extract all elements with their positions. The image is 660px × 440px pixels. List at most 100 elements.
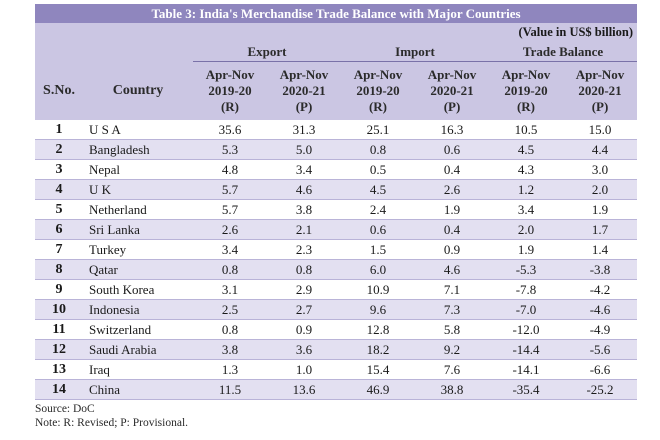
row-country: Turkey xyxy=(83,239,193,260)
cell-import-2019-20: 0.6 xyxy=(341,219,415,240)
row-country: Nepal xyxy=(83,159,193,180)
cell-export-2020-21: 4.6 xyxy=(267,179,341,200)
row-country: Indonesia xyxy=(83,299,193,320)
cell-balance-2020-21: -6.6 xyxy=(563,359,638,380)
cell-balance-2020-21: 1.9 xyxy=(563,199,638,220)
table-row: 12 Saudi Arabia 3.8 3.6 18.2 9.2 -14.4 -5.6 xyxy=(35,339,638,360)
table-row: 3 Nepal 4.8 3.4 0.5 0.4 4.3 3.0 xyxy=(35,159,638,180)
cell-import-2019-20: 46.9 xyxy=(341,379,415,400)
column-header-line: Apr-Nov xyxy=(279,67,329,82)
row-sno: 3 xyxy=(35,159,83,180)
row-sno: 6 xyxy=(35,219,83,240)
cell-import-2020-21: 9.2 xyxy=(415,339,489,360)
row-country: Iraq xyxy=(83,359,193,380)
cell-balance-2020-21: 4.4 xyxy=(563,139,638,160)
column-header-line: (P) xyxy=(295,99,313,114)
row-country: Saudi Arabia xyxy=(83,339,193,360)
column-header-sno: S.No. xyxy=(35,61,83,120)
row-country: China xyxy=(83,379,193,400)
group-header-trade-balance: Trade Balance xyxy=(489,42,638,62)
group-header-blank xyxy=(35,42,83,62)
group-header-import: Import xyxy=(341,42,489,62)
row-sno: 9 xyxy=(35,279,83,300)
units-row: (Value in US$ billion) xyxy=(35,23,638,42)
column-header-line: 2020-21 xyxy=(578,83,622,98)
legend-note: Note: R: Revised; P: Provisional. xyxy=(35,417,189,429)
cell-import-2020-21: 0.9 xyxy=(415,239,489,260)
cell-export-2020-21: 0.9 xyxy=(267,319,341,340)
row-sno: 7 xyxy=(35,239,83,260)
cell-export-2020-21: 3.6 xyxy=(267,339,341,360)
table-row: 8 Qatar 0.8 0.8 6.0 4.6 -5.3 -3.8 xyxy=(35,259,638,280)
cell-export-2019-20: 2.5 xyxy=(193,299,267,320)
table-row: 11 Switzerland 0.8 0.9 12.8 5.8 -12.0 -4.9 xyxy=(35,319,638,340)
cell-export-2020-21: 3.8 xyxy=(267,199,341,220)
row-country: Sri Lanka xyxy=(83,219,193,240)
cell-export-2019-20: 2.6 xyxy=(193,219,267,240)
cell-balance-2020-21: 3.0 xyxy=(563,159,638,180)
cell-export-2020-21: 2.7 xyxy=(267,299,341,320)
column-header-export-2020-21: Apr-Nov 2020-21 (P) xyxy=(267,61,341,120)
cell-import-2020-21: 0.4 xyxy=(415,159,489,180)
cell-balance-2020-21: -4.2 xyxy=(563,279,638,300)
cell-import-2019-20: 10.9 xyxy=(341,279,415,300)
column-header-line: Apr-Nov xyxy=(205,67,255,82)
cell-import-2019-20: 0.5 xyxy=(341,159,415,180)
trade-table-container: Table 3: India's Merchandise Trade Balan… xyxy=(35,4,638,400)
cell-export-2020-21: 3.4 xyxy=(267,159,341,180)
cell-export-2019-20: 3.1 xyxy=(193,279,267,300)
column-header-line: (R) xyxy=(220,99,240,114)
row-sno: 8 xyxy=(35,259,83,280)
units-label: (Value in US$ billion) xyxy=(35,23,638,42)
cell-balance-2020-21: 1.7 xyxy=(563,219,638,240)
cell-balance-2020-21: -25.2 xyxy=(563,379,638,400)
cell-export-2019-20: 0.8 xyxy=(193,259,267,280)
cell-balance-2019-20: 10.5 xyxy=(489,120,563,140)
cell-balance-2019-20: -5.3 xyxy=(489,259,563,280)
cell-import-2019-20: 1.5 xyxy=(341,239,415,260)
table-notes: Source: DoC Note: R: Revised; P: Provisi… xyxy=(35,402,188,430)
table-row: 6 Sri Lanka 2.6 2.1 0.6 0.4 2.0 1.7 xyxy=(35,219,638,240)
row-sno: 1 xyxy=(35,120,83,140)
column-header-balance-2020-21: Apr-Nov 2020-21 (P) xyxy=(563,61,638,120)
column-header-balance-2019-20: Apr-Nov 2019-20 (R) xyxy=(489,61,563,120)
cell-export-2019-20: 4.8 xyxy=(193,159,267,180)
group-header-export: Export xyxy=(193,42,341,62)
column-header-export-2019-20: Apr-Nov 2019-20 (R) xyxy=(193,61,267,120)
cell-import-2020-21: 5.8 xyxy=(415,319,489,340)
trade-balance-table: (Value in US$ billion) Export Import Tra… xyxy=(35,23,638,400)
cell-import-2020-21: 2.6 xyxy=(415,179,489,200)
cell-balance-2020-21: -3.8 xyxy=(563,259,638,280)
row-country: Netherland xyxy=(83,199,193,220)
table-row: 14 China 11.5 13.6 46.9 38.8 -35.4 -25.2 xyxy=(35,379,638,400)
column-header-import-2020-21: Apr-Nov 2020-21 (P) xyxy=(415,61,489,120)
column-header-line: 2020-21 xyxy=(430,83,474,98)
cell-import-2019-20: 15.4 xyxy=(341,359,415,380)
row-sno: 13 xyxy=(35,359,83,380)
column-header-line: Apr-Nov xyxy=(575,67,625,82)
column-header-line: Apr-Nov xyxy=(427,67,477,82)
cell-export-2020-21: 2.9 xyxy=(267,279,341,300)
cell-balance-2020-21: -5.6 xyxy=(563,339,638,360)
cell-import-2020-21: 7.6 xyxy=(415,359,489,380)
cell-import-2019-20: 25.1 xyxy=(341,120,415,140)
group-header-blank xyxy=(83,42,193,62)
cell-export-2019-20: 3.4 xyxy=(193,239,267,260)
column-header-line: (P) xyxy=(591,99,609,114)
cell-balance-2019-20: -7.8 xyxy=(489,279,563,300)
cell-balance-2019-20: 3.4 xyxy=(489,199,563,220)
cell-export-2020-21: 31.3 xyxy=(267,120,341,140)
cell-balance-2019-20: -14.1 xyxy=(489,359,563,380)
cell-import-2020-21: 16.3 xyxy=(415,120,489,140)
cell-export-2019-20: 35.6 xyxy=(193,120,267,140)
table-row: 7 Turkey 3.4 2.3 1.5 0.9 1.9 1.4 xyxy=(35,239,638,260)
cell-balance-2019-20: 1.2 xyxy=(489,179,563,200)
cell-export-2019-20: 5.3 xyxy=(193,139,267,160)
cell-export-2019-20: 5.7 xyxy=(193,179,267,200)
cell-import-2019-20: 9.6 xyxy=(341,299,415,320)
cell-import-2019-20: 0.8 xyxy=(341,139,415,160)
cell-balance-2020-21: 2.0 xyxy=(563,179,638,200)
cell-import-2019-20: 6.0 xyxy=(341,259,415,280)
cell-import-2020-21: 4.6 xyxy=(415,259,489,280)
